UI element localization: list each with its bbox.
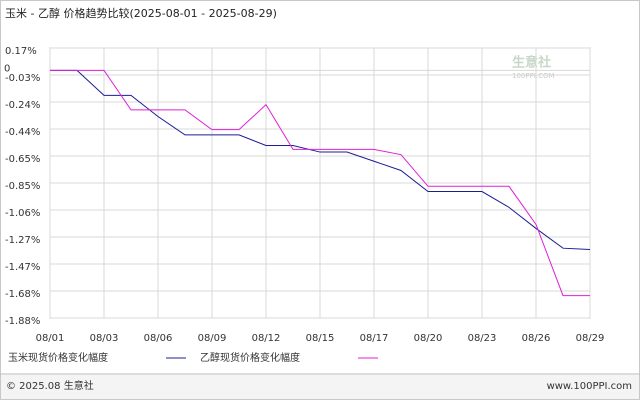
y-tick-label: -1.88%: [5, 316, 40, 327]
footer-bar: [1, 375, 639, 399]
series-line: [50, 69, 590, 297]
x-tick-label: 08/12: [252, 333, 281, 344]
x-tick-label: 08/01: [36, 333, 65, 344]
y-tick-label: -1.47%: [5, 262, 40, 273]
y-tick-label: -1.68%: [5, 289, 40, 300]
y-tick-label: -1.27%: [5, 235, 40, 246]
footer-left: © 2025.08 生意社: [6, 379, 94, 392]
x-tick-label: 08/26: [522, 333, 551, 344]
x-tick-label: 08/06: [144, 333, 173, 344]
y-tick-label: -0.85%: [5, 181, 40, 192]
watermark: 生意社: [512, 55, 551, 71]
footer-right: www.100PPI.com: [547, 381, 632, 392]
x-tick-label: 08/29: [576, 333, 605, 344]
x-tick-label: 08/23: [468, 333, 497, 344]
chart-title: 玉米 - 乙醇 价格趋势比较(2025-08-01 - 2025-08-29): [5, 6, 277, 20]
x-tick-label: 08/15: [306, 333, 335, 344]
series-line: [50, 69, 591, 251]
watermark-sub: 100PPI.COM: [512, 72, 555, 80]
y-tick-label: -0.24%: [5, 100, 40, 111]
y-tick-label: 0: [4, 63, 10, 74]
x-tick-label: 08/09: [198, 333, 227, 344]
legend-label: 乙醇现货价格变化幅度: [200, 351, 300, 364]
x-tick-label: 08/20: [414, 333, 443, 344]
y-tick-label: 0.17%: [5, 46, 37, 57]
legend-label: 玉米现货价格变化幅度: [8, 351, 108, 364]
y-tick-label: -0.03%: [5, 73, 40, 84]
x-tick-label: 08/03: [90, 333, 119, 344]
y-tick-label: -0.65%: [5, 154, 40, 165]
y-tick-label: -0.44%: [5, 127, 40, 138]
y-tick-label: -1.06%: [5, 208, 40, 219]
x-tick-label: 08/17: [360, 333, 389, 344]
